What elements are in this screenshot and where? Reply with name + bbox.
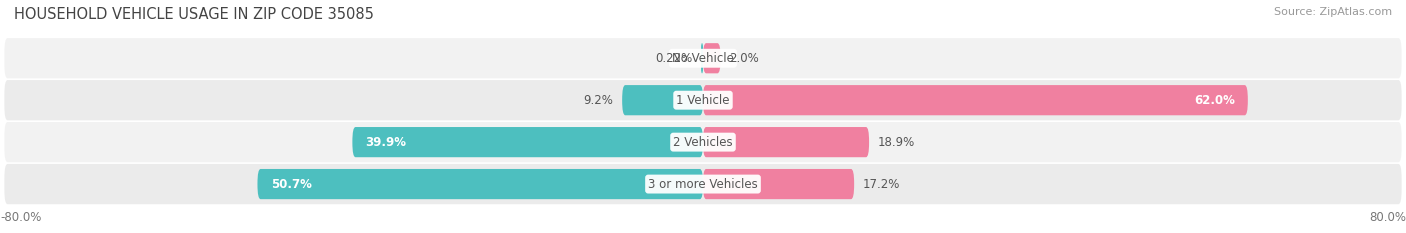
FancyBboxPatch shape xyxy=(353,127,703,157)
Text: 3 or more Vehicles: 3 or more Vehicles xyxy=(648,178,758,191)
Legend: Owner-occupied, Renter-occupied: Owner-occupied, Renter-occupied xyxy=(572,230,834,233)
Text: Source: ZipAtlas.com: Source: ZipAtlas.com xyxy=(1274,7,1392,17)
FancyBboxPatch shape xyxy=(4,80,1402,120)
Text: 2.0%: 2.0% xyxy=(730,52,759,65)
Text: 17.2%: 17.2% xyxy=(863,178,900,191)
FancyBboxPatch shape xyxy=(4,122,1402,162)
Text: HOUSEHOLD VEHICLE USAGE IN ZIP CODE 35085: HOUSEHOLD VEHICLE USAGE IN ZIP CODE 3508… xyxy=(14,7,374,22)
FancyBboxPatch shape xyxy=(702,43,703,73)
Text: No Vehicle: No Vehicle xyxy=(672,52,734,65)
FancyBboxPatch shape xyxy=(621,85,703,115)
FancyBboxPatch shape xyxy=(257,169,703,199)
FancyBboxPatch shape xyxy=(703,43,721,73)
Text: 50.7%: 50.7% xyxy=(270,178,312,191)
Text: 18.9%: 18.9% xyxy=(877,136,915,149)
FancyBboxPatch shape xyxy=(4,38,1402,78)
FancyBboxPatch shape xyxy=(4,164,1402,204)
Text: -80.0%: -80.0% xyxy=(0,211,41,224)
Text: 9.2%: 9.2% xyxy=(583,94,613,107)
FancyBboxPatch shape xyxy=(703,169,855,199)
Text: 2 Vehicles: 2 Vehicles xyxy=(673,136,733,149)
FancyBboxPatch shape xyxy=(703,127,869,157)
Text: 62.0%: 62.0% xyxy=(1194,94,1234,107)
FancyBboxPatch shape xyxy=(703,85,1249,115)
Text: 80.0%: 80.0% xyxy=(1369,211,1406,224)
Text: 39.9%: 39.9% xyxy=(366,136,406,149)
Text: 1 Vehicle: 1 Vehicle xyxy=(676,94,730,107)
Text: 0.22%: 0.22% xyxy=(655,52,692,65)
